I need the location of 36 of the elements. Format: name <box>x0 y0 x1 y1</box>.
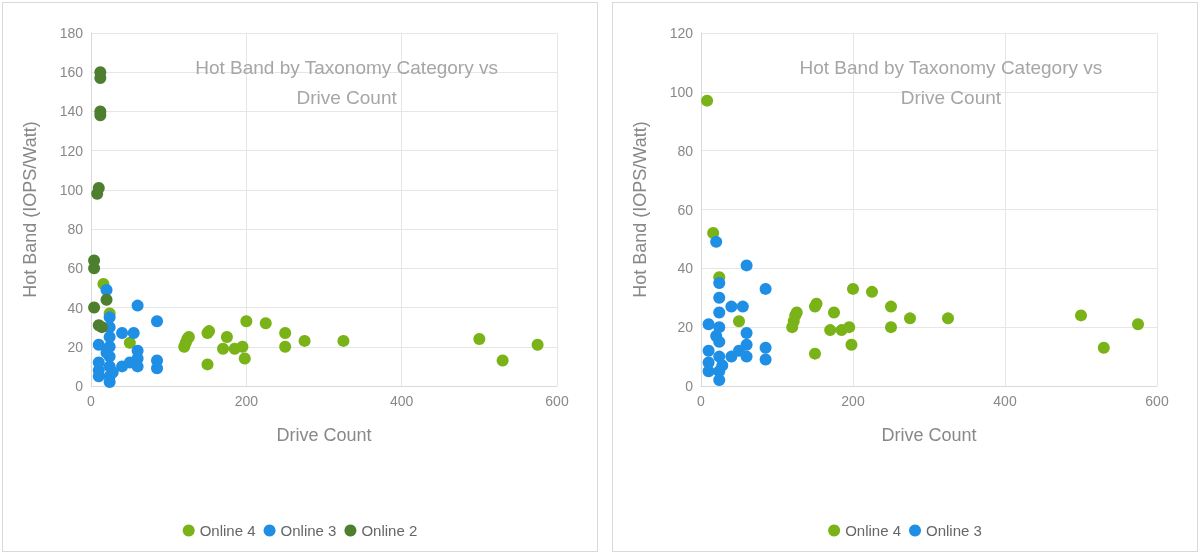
y-tick-label: 60 <box>677 201 694 218</box>
legend-label: Online 2 <box>361 522 418 539</box>
legend-label: Online 4 <box>199 522 256 539</box>
y-tick-label: 120 <box>669 25 694 41</box>
text: Hot Band by Taxonomy Category vs Drive Count <box>195 56 498 108</box>
legend-label: Online 3 <box>926 522 982 539</box>
y-tick-label: 20 <box>677 319 694 336</box>
y-tick-label: 100 <box>669 83 694 100</box>
y-tick-label: 40 <box>67 299 84 316</box>
x-tick-label: 400 <box>389 393 414 409</box>
y-tick-label: 60 <box>67 260 84 277</box>
y-tick-label: 80 <box>677 142 694 159</box>
x-axis-title: Drive Count <box>276 425 372 445</box>
y-axis-title: Hot Band (IOPS/Watt) <box>630 121 650 298</box>
y-tick-label: 0 <box>685 378 694 394</box>
y-tick-label: 100 <box>59 181 84 198</box>
text: Hot Band by Taxonomy Category vs Drive Count <box>799 56 1103 108</box>
x-tick-label: 400 <box>993 393 1017 409</box>
y-tick-label: 120 <box>59 142 84 159</box>
x-tick-label: 0 <box>87 393 96 409</box>
x-tick-label: 600 <box>545 393 569 409</box>
x-tick-label: 200 <box>841 393 865 409</box>
legend-label: Online 4 <box>845 522 902 539</box>
y-tick-label: 20 <box>67 338 84 355</box>
x-tick-label: 600 <box>1145 393 1169 409</box>
y-tick-label: 40 <box>677 260 694 277</box>
y-tick-label: 160 <box>59 64 84 81</box>
y-tick-label: 80 <box>67 221 84 238</box>
x-tick-label: 200 <box>234 393 259 409</box>
y-axis-title: Hot Band (IOPS/Watt) <box>20 121 40 298</box>
y-tick-label: 140 <box>59 103 84 120</box>
legend-label: Online 3 <box>280 522 337 539</box>
x-axis-title: Drive Count <box>881 425 977 445</box>
y-tick-label: 0 <box>75 378 84 394</box>
y-tick-label: 180 <box>59 25 84 41</box>
x-tick-label: 0 <box>697 393 706 409</box>
